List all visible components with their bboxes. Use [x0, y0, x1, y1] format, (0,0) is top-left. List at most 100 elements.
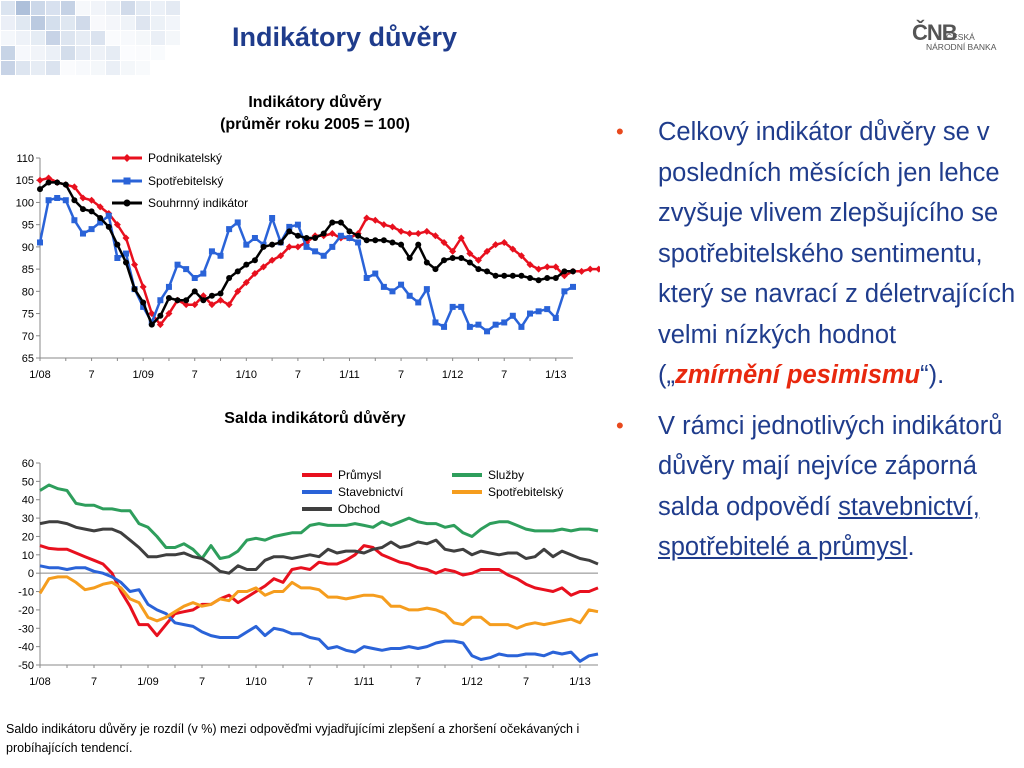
data-point [474, 256, 482, 264]
mosaic-tile [121, 16, 135, 30]
data-point [363, 237, 370, 244]
data-point [535, 265, 543, 273]
logo-mark: ČNB [912, 20, 958, 45]
mosaic-tile [46, 31, 60, 45]
data-point [97, 215, 104, 221]
chart1-title: Indikátory důvěry [248, 94, 382, 111]
y-tick-label: -30 [18, 623, 34, 635]
data-point [415, 299, 422, 306]
bullet-item: • V rámci jednotlivých indikátorů důvěry… [616, 406, 1016, 568]
data-point [269, 241, 276, 248]
mosaic-tile [166, 16, 180, 30]
bullet-text-end: “). [920, 361, 945, 389]
mosaic-tile [121, 1, 135, 15]
data-point [79, 194, 87, 202]
data-point [501, 319, 508, 326]
bullet-list: • Celkový indikátor důvěry se v poslední… [616, 112, 1016, 578]
mosaic-tile [1, 46, 15, 60]
data-point [105, 223, 112, 230]
data-point [380, 283, 387, 290]
data-point [432, 266, 439, 273]
footnote: Saldo indikátoru důvěry je rozdíl (v %) … [6, 722, 580, 755]
data-point [544, 306, 551, 313]
chart1-subtitle: (průměr roku 2005 = 100) [220, 116, 410, 133]
data-point [406, 255, 413, 261]
x-tick-label: 1/10 [245, 676, 266, 688]
data-point [475, 266, 482, 273]
data-point [88, 208, 95, 215]
data-point [37, 239, 43, 246]
data-point [527, 310, 534, 317]
data-point [432, 319, 439, 326]
data-point [208, 248, 215, 255]
mosaic-tile [1, 31, 15, 45]
data-point [45, 197, 52, 204]
y-tick-label: 0 [28, 568, 34, 580]
data-point [36, 176, 44, 184]
y-tick-label: 100 [16, 197, 34, 209]
x-tick-label: 7 [199, 676, 205, 688]
mosaic-tile [1, 1, 15, 15]
mosaic-tile [151, 46, 165, 60]
data-point [200, 297, 207, 304]
data-point [157, 297, 164, 304]
data-point [544, 275, 551, 281]
data-point [243, 241, 250, 248]
data-point [303, 235, 310, 241]
data-point [294, 221, 301, 228]
data-point [191, 301, 199, 309]
data-point [535, 277, 542, 284]
x-tick-label: 7 [295, 369, 301, 381]
data-point [88, 226, 95, 233]
data-point [174, 261, 181, 268]
legend-label: Obchod [338, 502, 380, 516]
data-point [234, 219, 241, 226]
mosaic-tile [31, 1, 45, 15]
data-point [552, 263, 560, 271]
data-point [156, 321, 164, 329]
data-point [165, 283, 172, 290]
bullet-dot-icon: • [616, 412, 624, 438]
mosaic-tile [16, 46, 30, 60]
data-point [457, 234, 465, 242]
data-point [122, 259, 129, 266]
mosaic-tile [166, 1, 180, 15]
series-line [39, 544, 599, 638]
data-point [183, 297, 190, 304]
mosaic-tile [91, 1, 105, 15]
data-point [466, 259, 473, 266]
mosaic-tile [76, 1, 90, 15]
data-point [355, 239, 362, 246]
data-point [492, 272, 499, 279]
bullet-item: • Celkový indikátor důvěry se v poslední… [616, 112, 1016, 396]
x-tick-label: 1/09 [137, 676, 158, 688]
mosaic-tile [61, 46, 75, 60]
data-point [389, 239, 396, 246]
bullet-emphasis: zmírnění pesimismu [674, 361, 921, 389]
data-point [79, 206, 86, 213]
confidence-index-chart: 65 70 75 80 85 90 95 100 105 110 1/08 7 1/09 7 1/10 7 1/… [16, 151, 600, 381]
data-point [543, 263, 551, 271]
data-point [509, 272, 516, 279]
data-point [484, 268, 491, 275]
series-line [39, 520, 599, 575]
y-tick-label: 70 [22, 331, 34, 343]
data-point [208, 292, 215, 299]
legend-label: Stavebnictví [338, 485, 404, 499]
data-point [570, 268, 576, 275]
data-point [561, 288, 568, 295]
legend-label: Služby [488, 468, 524, 482]
x-tick-label: 1/08 [29, 369, 50, 381]
data-point [552, 275, 559, 281]
data-point [62, 181, 69, 188]
data-point [363, 214, 371, 222]
mosaic-tile [46, 1, 60, 15]
mosaic-tile [91, 46, 105, 60]
mosaic-tile [61, 16, 75, 30]
data-point [285, 243, 293, 251]
mosaic-tile [151, 1, 165, 15]
y-tick-label: -20 [18, 605, 34, 617]
data-point [148, 321, 155, 328]
x-tick-label: 7 [523, 676, 529, 688]
bullet-text: V rámci jednotlivých indikátorů důvěry m… [658, 411, 1003, 521]
